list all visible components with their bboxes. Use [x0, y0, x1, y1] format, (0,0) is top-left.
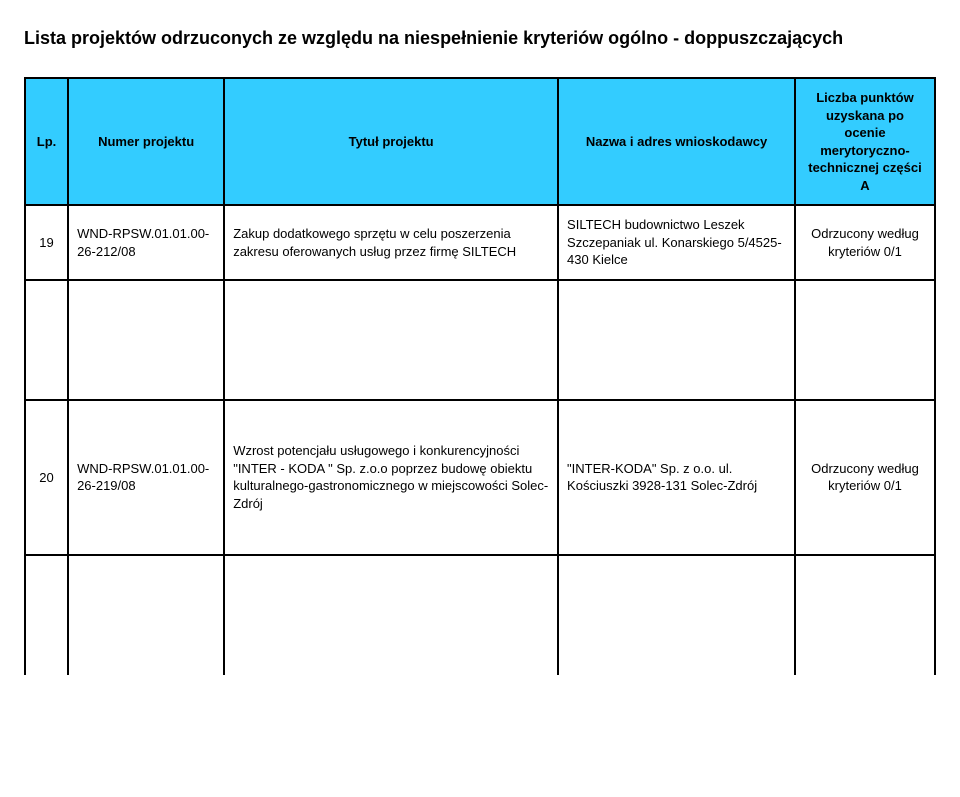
page-title: Lista projektów odrzuconych ze względu n… — [24, 28, 936, 49]
cell-punkty: Odrzucony według kryteriów 0/1 — [795, 400, 935, 555]
cell-numer: WND-RPSW.01.01.00-26-212/08 — [68, 205, 224, 280]
cell-punkty: Odrzucony według kryteriów 0/1 — [795, 205, 935, 280]
cell-tytul: Wzrost potencjału usługowego i konkurenc… — [224, 400, 558, 555]
table-gap-row — [25, 280, 935, 400]
cell-tytul: Zakup dodatkowego sprzętu w celu poszerz… — [224, 205, 558, 280]
col-lp: Lp. — [25, 78, 68, 205]
table-gap-row — [25, 555, 935, 675]
cell-nazwa: "INTER-KODA" Sp. z o.o. ul. Kościuszki 3… — [558, 400, 795, 555]
cell-nazwa: SILTECH budownictwo Leszek Szczepaniak u… — [558, 205, 795, 280]
table-header-row: Lp. Numer projektu Tytuł projektu Nazwa … — [25, 78, 935, 205]
cell-numer: WND-RPSW.01.01.00-26-219/08 — [68, 400, 224, 555]
col-punkty: Liczba punktów uzyskana po ocenie meryto… — [795, 78, 935, 205]
col-numer: Numer projektu — [68, 78, 224, 205]
cell-lp: 20 — [25, 400, 68, 555]
table-row: 19 WND-RPSW.01.01.00-26-212/08 Zakup dod… — [25, 205, 935, 280]
cell-lp: 19 — [25, 205, 68, 280]
table-row: 20 WND-RPSW.01.01.00-26-219/08 Wzrost po… — [25, 400, 935, 555]
col-tytul: Tytuł projektu — [224, 78, 558, 205]
col-nazwa: Nazwa i adres wnioskodawcy — [558, 78, 795, 205]
projects-table: Lp. Numer projektu Tytuł projektu Nazwa … — [24, 77, 936, 675]
